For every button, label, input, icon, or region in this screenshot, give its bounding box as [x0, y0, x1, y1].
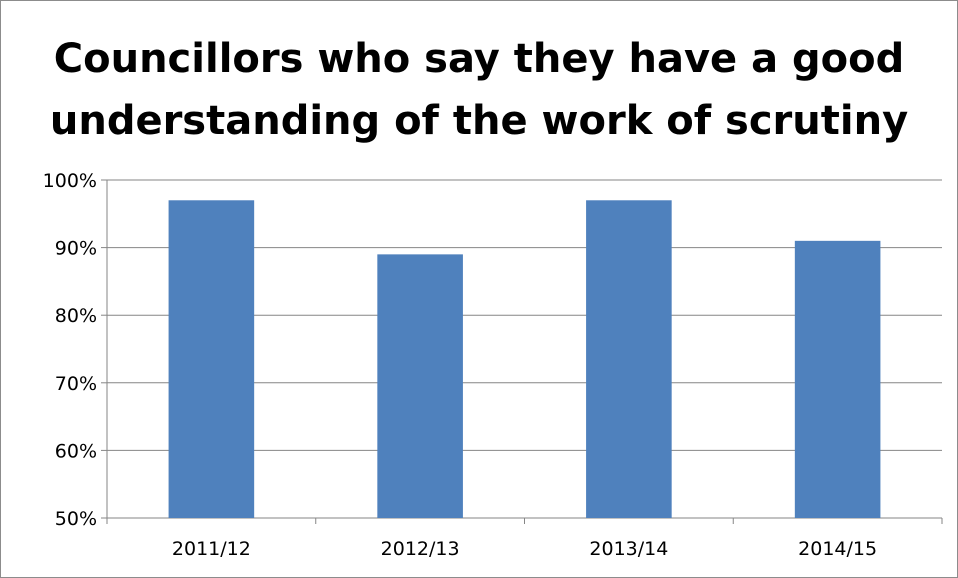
bar-2014-15: [794, 240, 881, 518]
y-tick-label: 50%: [55, 508, 97, 530]
x-tick-label: 2013/14: [589, 538, 668, 560]
y-tick-label: 60%: [55, 440, 97, 462]
bar-2013-14: [586, 200, 672, 518]
x-tick-label: 2014/15: [798, 538, 877, 560]
x-tick-label: 2012/13: [381, 538, 460, 560]
chart-title-line-1: Councillors who say they have a good: [53, 36, 905, 82]
bar-2011-12: [168, 200, 255, 518]
y-tick-label: 90%: [55, 238, 97, 260]
x-tick-label: 2011/12: [172, 538, 251, 560]
y-tick-label: 70%: [55, 373, 97, 395]
y-tick-label: 100%: [43, 170, 97, 192]
bar-2012-13: [377, 254, 463, 519]
y-tick-label: 80%: [55, 305, 97, 327]
chart-title: Councillors who say they have a good und…: [0, 28, 958, 152]
chart-title-line-2: understanding of the work of scrutiny: [49, 98, 909, 144]
